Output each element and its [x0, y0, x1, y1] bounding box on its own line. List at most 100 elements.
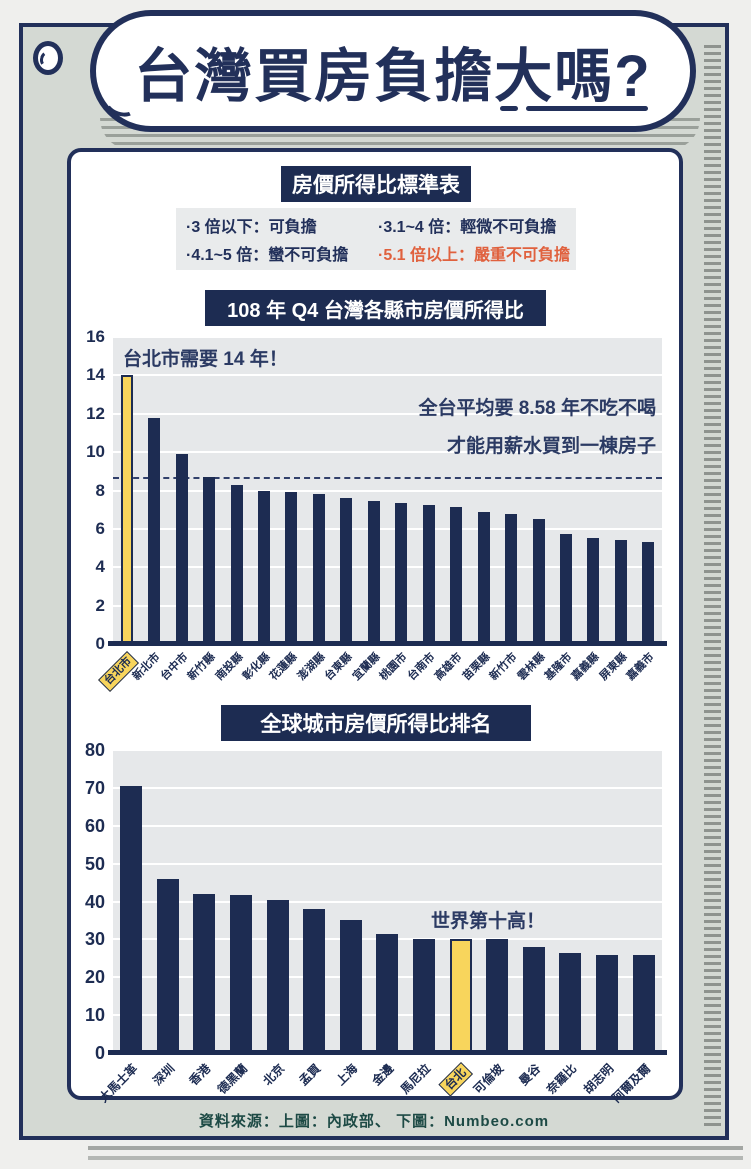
y-axis-tick: 6 [95, 518, 105, 538]
y-axis-tick: 30 [84, 929, 105, 950]
x-axis-label: 孟買 [296, 1061, 324, 1089]
bar [449, 939, 472, 1053]
gridline [113, 824, 662, 827]
gridline [113, 786, 662, 789]
bar [596, 954, 619, 1053]
x-axis-label: 上海 [333, 1061, 361, 1089]
bar [486, 939, 509, 1053]
standard-threshold-item: ·5.1 倍以上：嚴重不可負擔 [378, 247, 571, 264]
bars-row [113, 750, 662, 1053]
y-axis-tick: 12 [86, 403, 105, 423]
page-edge-decoration [704, 45, 721, 1127]
bar [120, 785, 143, 1053]
standard-threshold-item: ·3.1~4 倍：輕微不可負擔 [378, 219, 557, 236]
bar [266, 899, 289, 1053]
bar [230, 894, 253, 1053]
chart1-title: 108 年 Q4 台灣各縣市房價所得比 [205, 290, 546, 326]
bar [339, 920, 362, 1053]
y-axis-tick: 60 [84, 815, 105, 836]
bar [303, 909, 326, 1053]
bar [312, 494, 325, 644]
bar [559, 533, 572, 644]
bar [422, 504, 435, 644]
standards-header: 房價所得比標準表 [281, 166, 471, 202]
taiwan-ratio-chart: 0 2 4 6 8 10 12 14 16 台北市需要 14 年！ 全台平均要 8.58 年不吃不喝… [86, 327, 667, 693]
bar [376, 933, 399, 1053]
gridline [113, 566, 662, 569]
standard-threshold-item: ·4.1~5 倍：蠻不可負擔 [186, 247, 349, 264]
page-stack-shadow [88, 1156, 743, 1160]
x-axis-line [108, 1050, 667, 1055]
gridline [113, 527, 662, 530]
bar [632, 954, 655, 1053]
x-axis-label: 曼谷 [516, 1061, 544, 1089]
bar [532, 519, 545, 644]
bar [505, 514, 518, 644]
gridline [113, 412, 662, 415]
x-axis-label: 大馬士革 [96, 1061, 141, 1106]
title-underline [526, 106, 648, 111]
bar [203, 477, 216, 644]
chart-annotation: 才能用薪水買到一棟房子 [446, 436, 656, 457]
x-axis-label: 台北 [438, 1062, 473, 1097]
title-bubble: 台灣買房負擔大嗎? [90, 10, 696, 132]
y-axis-tick: 14 [86, 365, 105, 385]
standards-grid: ·3 倍以下：可負擔 ·3.1~4 倍：輕微不可負擔 ·4.1~5 倍：蠻不可負擔 ·… [176, 208, 576, 270]
x-axis-label: 深圳 [150, 1061, 178, 1089]
gridline [113, 900, 662, 903]
chart-annotation: 台北市需要 14 年！ [123, 349, 288, 370]
y-axis-tick: 40 [84, 891, 105, 912]
page-stack-shadow [88, 1146, 743, 1150]
y-axis-tick: 8 [95, 480, 105, 500]
standard-threshold-item: ·3 倍以下：可負擔 [186, 219, 317, 236]
gridline [113, 489, 662, 492]
y-axis-tick: 2 [95, 595, 105, 615]
y-axis-tick: 16 [86, 327, 105, 346]
bar [587, 537, 600, 644]
bar [148, 417, 161, 644]
bar [120, 375, 133, 644]
gridline [113, 604, 662, 607]
x-axis-label: 金邊 [369, 1061, 397, 1089]
bar [413, 939, 436, 1053]
y-axis-tick: 10 [84, 1005, 105, 1026]
gridline [113, 374, 662, 377]
bars-row [113, 337, 662, 644]
y-axis-tick: 0 [95, 634, 105, 653]
x-axis-labels: 大馬士革 深圳 香港 德黑蘭 北京 孟買 上海 金邊 馬尼拉 台北 可倫坡 曼谷 奈羅比 胡志明 阿爾及爾 [97, 1053, 662, 1113]
bar [156, 878, 179, 1053]
chart-annotation: 全台平均要 8.58 年不吃不喝 [418, 398, 656, 419]
gridline [113, 749, 662, 751]
global-ratio-chart: 0 10 20 30 40 50 60 70 80 世界第十高！ 大馬士革 深圳 香港 德黑蘭 北京 孟買上… [85, 740, 667, 1105]
x-axis-labels: 台北市 新北市 台中市 新竹縣 南投縣 彰化縣 花蓮縣 澎湖縣 台東縣 宜蘭縣 桃園市 台南市 高雄市苗… [97, 644, 662, 704]
bar [175, 454, 188, 644]
bar [367, 501, 380, 644]
bar [450, 506, 463, 644]
bar [477, 511, 490, 644]
chart2-title: 全球城市房價所得比排名 [221, 705, 531, 741]
bar [340, 498, 353, 644]
gridline [113, 451, 662, 454]
y-axis-tick: 4 [95, 557, 105, 577]
bar [522, 946, 545, 1053]
bar [642, 542, 655, 644]
bar [559, 952, 582, 1053]
bar [395, 502, 408, 644]
bar [285, 492, 298, 644]
gridline [113, 336, 662, 338]
bar [614, 540, 627, 644]
content-card: 房價所得比標準表 ·3 倍以下：可負擔 ·3.1~4 倍：輕微不可負擔 ·4.1~5… [67, 148, 683, 1105]
x-axis-line [108, 641, 667, 646]
data-source-note: 資料來源：上圖：內政部、 下圖：Numbeo.com [198, 1113, 550, 1130]
chart-annotation: 世界第十高！ [430, 911, 545, 932]
y-axis-tick: 80 [84, 740, 105, 760]
bar [230, 484, 243, 644]
page-title: 台灣買房負擔大嗎? [134, 44, 652, 109]
chart1-plot-area: 0 2 4 6 8 10 12 14 16 台北市需要 14 年！ 全台平均要 8.58 年不吃不喝… [86, 327, 667, 653]
x-axis-label: 香港 [186, 1061, 214, 1089]
chart2-plot-area: 0 10 20 30 40 50 60 70 80 世界第十高！ [85, 740, 667, 1063]
title-underline-dash [500, 106, 518, 111]
y-axis-tick: 20 [84, 967, 105, 988]
gridline [113, 862, 662, 865]
bar [193, 893, 216, 1053]
